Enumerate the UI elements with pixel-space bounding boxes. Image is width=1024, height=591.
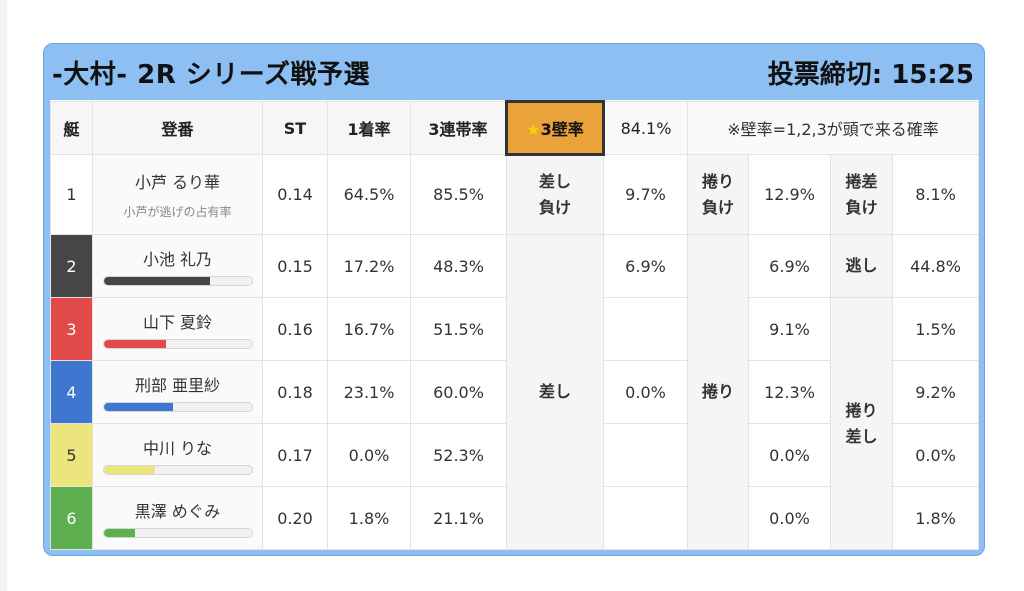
makurisashi-value: 1.8% xyxy=(891,486,980,550)
racer-name: 小池 礼乃 xyxy=(142,250,213,269)
nige-value: 44.8% xyxy=(891,234,980,298)
trio-rate-value: 60.0% xyxy=(410,360,507,424)
boat-number: 5 xyxy=(50,423,93,487)
boat-number: 2 xyxy=(50,234,93,298)
makuri-label: 捲り xyxy=(687,234,749,550)
sashi-value xyxy=(603,486,688,550)
st-value: 0.14 xyxy=(262,154,328,235)
sashi-value: 0.0% xyxy=(603,360,688,424)
table-row: 3 山下 夏鈴 0.16 16.7% 51.5% 9.1% 捲り 差し 1.5% xyxy=(50,297,980,550)
st-value: 0.20 xyxy=(262,486,328,550)
racer-cell[interactable]: 小芦 るり華 小芦が逃げの占有率 xyxy=(92,154,263,235)
sanpeki-note: ※壁率=1,2,3が頭で来る確率 xyxy=(686,101,980,155)
makuri-make-value: 12.9% xyxy=(748,154,831,235)
sashi-make-label: 差し 負け xyxy=(506,154,604,235)
first-rate-value: 0.0% xyxy=(327,423,411,487)
header-row: 艇 登番 ST 1着率 3連帯率 ★3壁率 84.1% ※壁率=1,2,3が頭で… xyxy=(50,100,980,156)
rate-bar xyxy=(102,402,253,412)
boat-number: 4 xyxy=(50,360,93,424)
trio-rate-value: 21.1% xyxy=(410,486,507,550)
racer-cell[interactable]: 黒澤 めぐみ xyxy=(92,486,263,550)
racer-cell[interactable]: 山下 夏鈴 xyxy=(92,297,263,361)
makuri-value: 9.1% xyxy=(748,297,831,361)
col-first-rate: 1着率 xyxy=(327,101,411,155)
racer-cell[interactable]: 中川 りな xyxy=(92,423,263,487)
racer-name: 刑部 亜里紗 xyxy=(134,376,221,395)
makurisashi-value: 0.0% xyxy=(891,423,980,487)
st-value: 0.15 xyxy=(262,234,328,298)
voting-deadline: 投票締切: 15:25 xyxy=(767,60,974,90)
racer-subtext: 小芦が逃げの占有率 xyxy=(123,205,232,219)
makurisashi-value: 1.5% xyxy=(891,297,980,361)
st-value: 0.16 xyxy=(262,297,328,361)
trio-rate-value: 52.3% xyxy=(410,423,507,487)
table-row: 5 中川 りな 0.17 0.0% 52.3% 0.0% 0.0% xyxy=(50,423,980,487)
trio-rate-value: 85.5% xyxy=(410,154,507,235)
col-registration: 登番 xyxy=(92,101,263,155)
makuri-make-label: 捲り 負け xyxy=(687,154,749,235)
makusashi-make-label: 捲差 負け xyxy=(830,154,893,235)
makurisashi-label: 捲り 差し xyxy=(830,297,893,550)
rate-bar-fill xyxy=(103,277,211,285)
table-row: 2 小池 礼乃 0.15 17.2% 48.3% 差し 6.9% 捲り 6.9%… xyxy=(50,234,980,550)
racer-cell[interactable]: 刑部 亜里紗 xyxy=(92,360,263,424)
sanpeki-label: 3壁率 xyxy=(540,120,584,139)
sashi-value xyxy=(603,423,688,487)
rate-bar xyxy=(102,339,253,349)
sashi-value xyxy=(603,297,688,361)
boat-number: 6 xyxy=(50,486,93,550)
left-edge-strip xyxy=(0,0,7,591)
rate-bar xyxy=(102,276,253,286)
sashi-make-value: 9.7% xyxy=(603,154,688,235)
racer-name: 中川 りな xyxy=(142,439,213,458)
rate-bar-fill xyxy=(103,529,135,537)
rate-bar-fill xyxy=(103,403,174,411)
rate-bar-fill xyxy=(103,466,156,474)
race-title: -大村- 2R シリーズ戦予選 xyxy=(52,60,370,90)
trio-rate-value: 48.3% xyxy=(410,234,507,298)
makurisashi-value: 9.2% xyxy=(891,360,980,424)
sanpeki-rate-value: 84.1% xyxy=(603,101,688,155)
racer-name: 小芦 るり華 xyxy=(134,173,221,192)
race-header: -大村- 2R シリーズ戦予選 投票締切: 15:25 xyxy=(44,44,984,100)
makuri-value: 0.0% xyxy=(748,486,831,550)
makusashi-make-value: 8.1% xyxy=(891,154,980,235)
rate-bar-fill xyxy=(103,340,166,348)
trio-rate-value: 51.5% xyxy=(410,297,507,361)
st-value: 0.18 xyxy=(262,360,328,424)
racer-cell[interactable]: 小池 礼乃 xyxy=(92,234,263,298)
racer-name: 山下 夏鈴 xyxy=(142,313,213,332)
first-rate-value: 23.1% xyxy=(327,360,411,424)
makuri-value: 12.3% xyxy=(748,360,831,424)
first-rate-value: 1.8% xyxy=(327,486,411,550)
boat-number: 3 xyxy=(50,297,93,361)
race-table: 艇 登番 ST 1着率 3連帯率 ★3壁率 84.1% ※壁率=1,2,3が頭で… xyxy=(50,100,980,550)
boat-number: 1 xyxy=(50,154,93,235)
st-value: 0.17 xyxy=(262,423,328,487)
makuri-value: 0.0% xyxy=(748,423,831,487)
sashi-value: 6.9% xyxy=(603,234,688,298)
star-icon: ★ xyxy=(526,120,541,139)
rate-bar xyxy=(102,465,253,475)
nige-label: 逃し xyxy=(830,234,893,298)
first-rate-value: 17.2% xyxy=(327,234,411,298)
col-trio-rate: 3連帯率 xyxy=(410,101,507,155)
sanpeki-rate-header[interactable]: ★3壁率 xyxy=(505,100,605,156)
table-row: 1 小芦 るり華 小芦が逃げの占有率 0.14 64.5% 85.5% 差し 負け… xyxy=(50,154,980,235)
racer-name: 黒澤 めぐみ xyxy=(134,502,221,521)
rate-bar xyxy=(102,528,253,538)
sashi-label: 差し xyxy=(506,234,604,550)
first-rate-value: 64.5% xyxy=(327,154,411,235)
table-row: 4 刑部 亜里紗 0.18 23.1% 60.0% 0.0% 12.3% 9.2… xyxy=(50,360,980,424)
col-st: ST xyxy=(262,101,328,155)
col-boat: 艇 xyxy=(50,101,93,155)
makuri-value: 6.9% xyxy=(748,234,831,298)
race-card: -大村- 2R シリーズ戦予選 投票締切: 15:25 艇 登番 ST xyxy=(43,43,985,556)
first-rate-value: 16.7% xyxy=(327,297,411,361)
table-row: 6 黒澤 めぐみ 0.20 1.8% 21.1% 0.0% 1.8% xyxy=(50,486,980,550)
